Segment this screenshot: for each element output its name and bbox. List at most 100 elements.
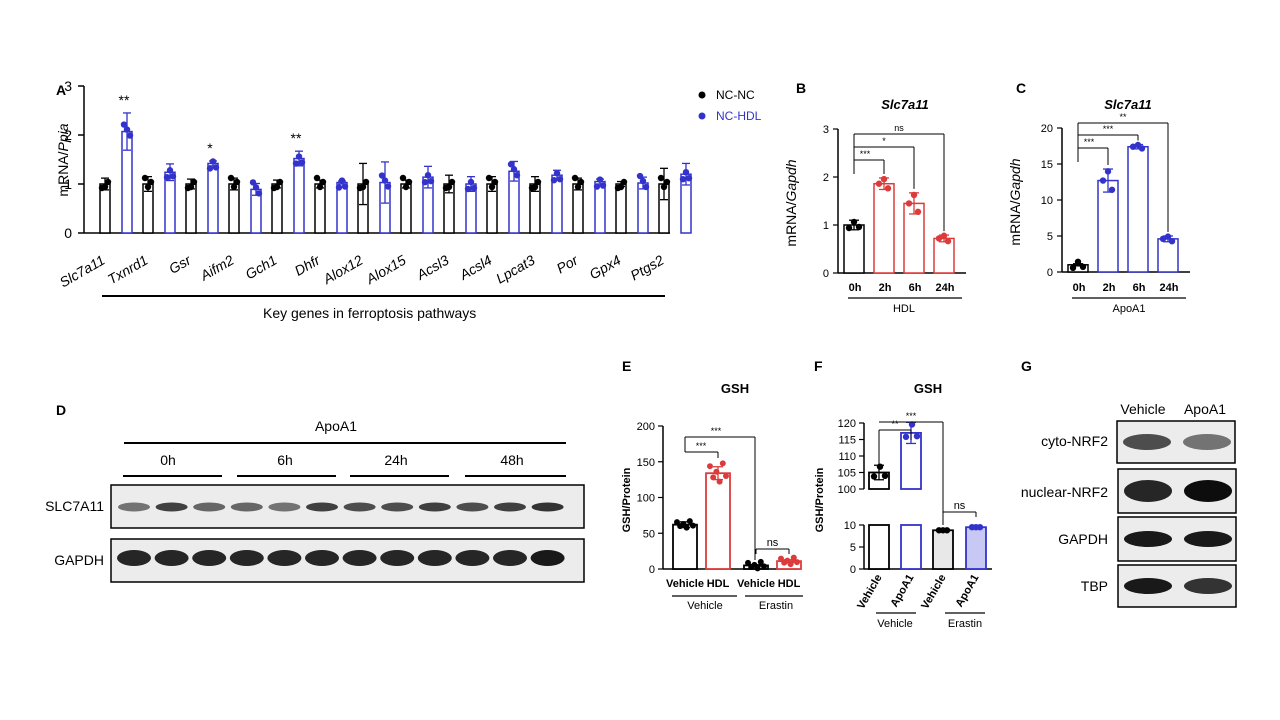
blot-d-row-slc7a11: SLC7A11 [45,498,104,514]
blot-g-band-tbp [1124,578,1172,594]
panel-a-bar-nc-hdl [207,162,219,234]
blot-d-band-gapdh [305,550,339,566]
panel-a-point-nc-nc [276,178,284,186]
blot-g-band-gapdh [1124,531,1172,547]
panel-c-point [1074,258,1082,265]
panel-a-y-tick-label: 0 [64,225,72,241]
panel-a-point-nc-nc [660,183,668,191]
panel-c-x-tick-label: 24h [1160,282,1179,294]
panel-a-point-nc-hdl [682,169,690,176]
panel-a-point-nc-hdl [424,171,432,179]
panel-a-bar-nc-nc [228,183,240,234]
panel-a-category-label: Gsr [166,251,195,277]
panel-a-point-nc-nc [663,178,671,186]
panel-e-point [719,460,726,467]
panel-a-category-label: Gch1 [243,252,280,283]
panel-a-category-label: Acsl3 [413,252,452,284]
panel-a-point-nc-hdl [120,121,128,128]
blot-d-band-slc7a11 [343,502,376,512]
panel-a-point-nc-nc [319,178,327,186]
panel-e-ylabel: GSH/Protein [621,467,633,532]
panel-f-point [908,421,916,428]
panel-c-group-label: ApoA1 [1112,303,1145,315]
panel-b-bar [843,224,865,274]
panel-a-point-nc-nc [534,178,542,186]
panel-a-bar-nc-nc [615,183,627,234]
panel-a-bar-nc-hdl [551,174,563,234]
panel-e-point [674,519,680,526]
blot-g-row-gapdh: GAPDH [1058,531,1108,547]
panel-f-y-tick-label: 110 [838,451,856,463]
panel-a-point-nc-nc [313,174,321,182]
panel-a-point-nc-hdl [298,159,306,166]
blot-d-band-slc7a11 [531,502,564,512]
blot-d-band-slc7a11 [268,502,301,512]
panel-a-point-nc-nc [147,178,155,186]
panel-a-point-nc-hdl [209,158,217,165]
panel-b-group-label: HDL [893,303,915,315]
panel-f-y-tick-label: 5 [850,542,856,554]
panel-c-comparison-label: *** [1084,137,1095,147]
panel-b-y-tick-label: 1 [823,220,829,232]
panel-a-category-label: Lpcat3 [493,252,538,287]
blot-d-band-slc7a11 [381,502,414,512]
panel-c-comparison-label: *** [1103,124,1114,134]
panel-c-point [1159,235,1167,243]
blot-d-band-gapdh [154,550,189,566]
panel-f-group-label-1: Vehicle [877,618,912,630]
panel-a-point-nc-hdl [166,167,174,174]
panel-e-comparison-label: *** [711,426,722,436]
panel-b-point [935,235,943,242]
panel-e-group-label-1: Vehicle [687,600,722,612]
panel-f-ylabel: GSH/Protein [814,467,826,532]
panel-b-point [940,232,948,239]
panel-c-y-tick-label: 20 [1041,123,1053,135]
blot-g-band-cyto-nrf2 [1123,434,1171,450]
panel-a-point-nc-nc [657,174,665,182]
panel-f-bar [932,529,954,570]
panel-a-point-nc-nc [316,183,324,191]
panel-c-point [1104,168,1112,175]
panel-e-point [787,561,794,568]
panel-label-g: G [1021,358,1032,374]
panel-f-x-tick-label: ApoA1 [888,573,916,610]
panel-a-point-nc-nc [574,183,582,191]
panel-a-point-nc-nc [144,183,152,191]
panel-a-point-nc-hdl [685,175,693,182]
panel-a-bar-nc-nc [185,183,197,234]
panel-label-c: C [1016,80,1026,96]
panel-a-category-label: Acsl4 [456,252,495,284]
panel-a-point-nc-hdl [596,176,604,183]
blot-d-band-gapdh [267,550,302,566]
panel-a-point-nc-hdl [556,175,564,183]
panel-a-point-nc-hdl [338,177,346,184]
panel-a-point-nc-hdl [163,174,171,181]
panel-a-point-nc-hdl [252,184,260,191]
legend-marker-nc-hdl [698,112,706,120]
panel-a-category-label: Gpx4 [587,252,624,283]
panel-a-bar-nc-nc [572,183,584,234]
blot-g-row-tbp: TBP [1081,578,1108,594]
panel-a-point-nc-nc [620,178,628,186]
panel-a-category-label: Ptgs2 [627,252,666,284]
blot-d-band-gapdh [192,550,227,566]
blot-d-band-gapdh [380,550,415,566]
blot-d-band-gapdh [117,550,151,566]
panel-e-y-tick-label: 150 [637,457,655,469]
blot-d-time-24h: 24h [384,452,407,468]
blot-d-band-slc7a11 [230,502,263,512]
legend-marker-nc-nc [698,91,706,99]
panel-b-bar [873,182,895,274]
panel-a-point-nc-nc [187,183,195,191]
panel-a-point-nc-hdl [513,172,521,179]
panel-a-point-nc-hdl [206,165,214,172]
panel-b-point [884,185,892,192]
panel-c-ylabel: mRNA/Gapdh [1007,158,1023,245]
panel-a-bar-nc-nc [271,183,283,234]
legend-label-nc-hdl: NC-HDL [716,109,762,123]
panel-f-point [976,524,984,531]
panel-e-comparison-ns-label: ns [767,537,779,549]
panel-f-x-tick-label: Vehicle [919,573,948,612]
panel-c-point [1138,145,1146,152]
panel-a-bar-nc-nc [400,183,412,234]
